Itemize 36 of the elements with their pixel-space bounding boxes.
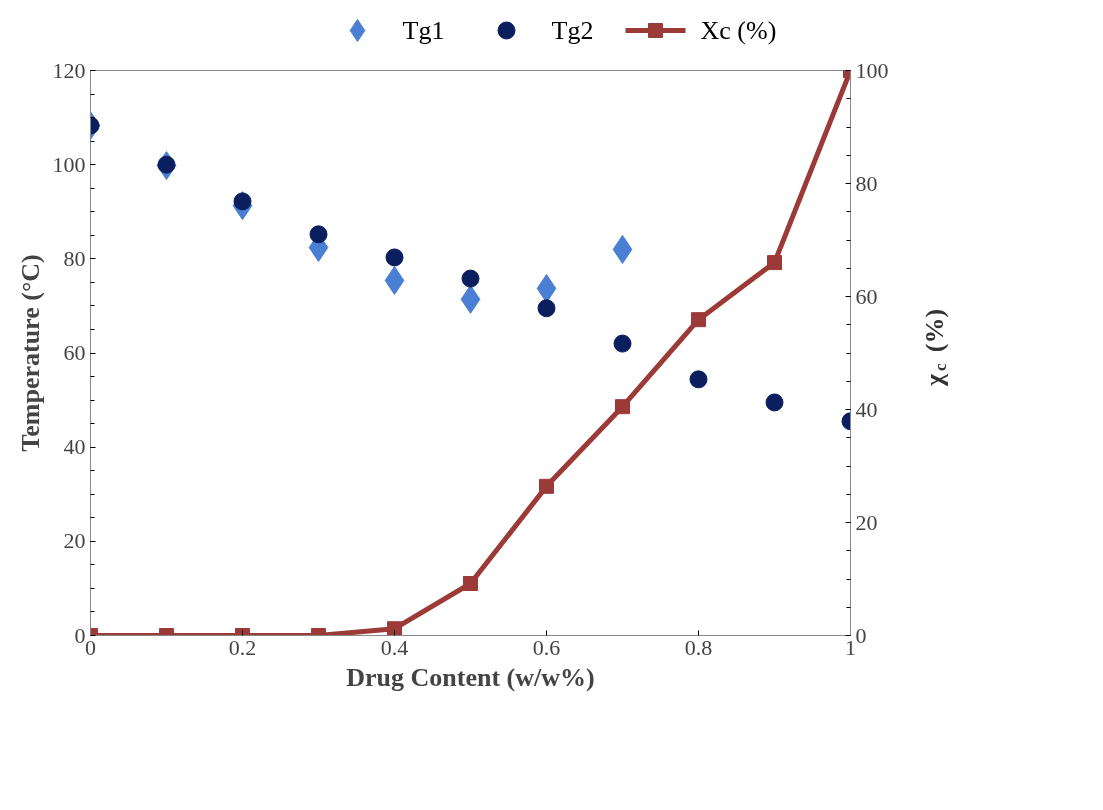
y2-tick-label: 100 <box>855 57 889 83</box>
legend-label: Xc (%) <box>700 16 777 45</box>
point <box>765 393 784 412</box>
x-tick-label: 0.4 <box>380 634 409 660</box>
legend-label: Tg1 <box>402 16 445 45</box>
y2-tick-label: 80 <box>855 170 878 196</box>
point <box>461 269 480 288</box>
x-tick-label: 0.2 <box>228 634 257 660</box>
point <box>460 284 481 314</box>
x-tick-label: 0.8 <box>684 634 713 660</box>
point <box>689 370 708 389</box>
point <box>309 225 328 244</box>
point <box>385 248 404 267</box>
x-tick-label: 1 <box>845 634 856 660</box>
legend-label: Tg2 <box>551 16 594 45</box>
y-tick-label: 100 <box>52 151 86 177</box>
x-tick-label: 0.6 <box>532 634 561 660</box>
y2-axis-title: χc (%) <box>920 308 951 387</box>
y-tick-label: 20 <box>63 528 86 554</box>
y2-tick-label: 60 <box>855 283 878 309</box>
point <box>539 478 554 494</box>
y2-tick-label: 20 <box>855 509 878 535</box>
y-axis-title: Temperature (°C) <box>15 254 45 452</box>
point <box>615 399 630 415</box>
point <box>613 334 632 353</box>
point <box>767 255 782 271</box>
x-axis-title: Drug Content (w/w%) <box>346 662 595 692</box>
point <box>691 312 706 328</box>
point <box>612 234 633 264</box>
y-tick-label: 60 <box>63 340 86 365</box>
y-tick-label: 80 <box>63 245 86 271</box>
y-tick-label: 40 <box>63 434 86 460</box>
y-tick-label: 120 <box>52 57 86 83</box>
point <box>384 265 405 295</box>
y2-tick-label: 40 <box>855 396 878 422</box>
point <box>537 299 556 318</box>
